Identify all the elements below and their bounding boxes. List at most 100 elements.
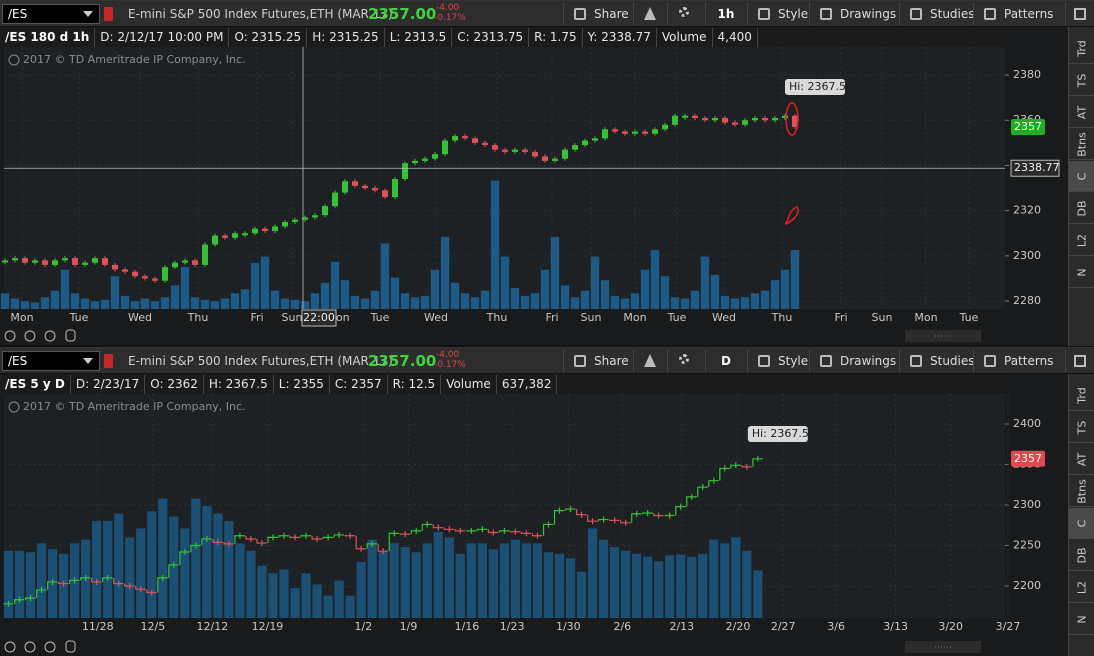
candle: [692, 115, 698, 118]
volume-bar: [400, 293, 410, 309]
price-marker-box: [1011, 119, 1045, 136]
layout-button[interactable]: [1065, 350, 1094, 372]
patterns-button[interactable]: Patterns: [973, 350, 1063, 372]
candle: [622, 131, 628, 134]
interval-button[interactable]: 1h: [705, 3, 745, 25]
share-button[interactable]: Share: [563, 3, 631, 25]
volume-bar: [554, 553, 565, 618]
candle: [532, 151, 538, 157]
volume-bar: [753, 570, 763, 618]
side-tab[interactable]: DB: [1069, 193, 1094, 224]
x-tick-label: 12/12: [197, 620, 229, 633]
price-step: [201, 536, 212, 546]
volume-bar: [120, 295, 130, 309]
volume-bar: [235, 543, 245, 618]
side-tab[interactable]: DB: [1069, 540, 1094, 571]
price-step: [58, 580, 69, 587]
side-tab[interactable]: N: [1069, 257, 1094, 288]
style-button[interactable]: Style: [747, 3, 808, 25]
layout-button[interactable]: [1065, 3, 1094, 25]
drawings-button[interactable]: Drawings: [809, 3, 897, 25]
side-tab[interactable]: L2: [1069, 572, 1094, 603]
flask-button[interactable]: [633, 3, 665, 25]
side-tab[interactable]: TS: [1069, 65, 1094, 96]
volume-bar: [40, 297, 50, 309]
side-tab[interactable]: Btns: [1069, 476, 1094, 507]
candle: [112, 264, 118, 270]
candle: [182, 260, 188, 263]
volume-bar: [710, 274, 720, 309]
button-label: Drawings: [840, 354, 897, 368]
button-icon: [574, 355, 586, 367]
price-step: [410, 527, 422, 535]
volume-bar: [301, 573, 311, 618]
candle: [102, 258, 108, 265]
side-tab[interactable]: Btns: [1069, 129, 1094, 160]
price-step: [443, 526, 455, 533]
side-tab[interactable]: Trd: [1069, 33, 1094, 64]
candle: [242, 233, 248, 236]
symbol-description: E-mini S&P 500 Index Futures,ETH (MAR 17…: [128, 7, 393, 21]
scrollbar: [905, 641, 981, 653]
settings-button[interactable]: [667, 3, 703, 25]
patterns-button[interactable]: Patterns: [973, 3, 1063, 25]
button-label: Style: [778, 354, 809, 368]
price-step: [69, 577, 80, 584]
symbol-input[interactable]: /ES: [2, 351, 100, 371]
volume-bar: [698, 553, 708, 618]
x-tick-label: 1/30: [556, 620, 581, 633]
side-tab[interactable]: Trd: [1069, 380, 1094, 411]
side-tab[interactable]: L2: [1069, 225, 1094, 256]
button-label: Studies: [930, 354, 975, 368]
candle: [512, 149, 518, 152]
chart-panel: /ES E-mini S&P 500 Index Futures,ETH (MAR…: [0, 0, 1094, 346]
side-tab[interactable]: C: [1069, 508, 1094, 539]
x-tick-label: Tue: [69, 311, 89, 324]
chart: 2200225023002350240011/2812/512/1212/191…: [3, 394, 1068, 653]
candle: [92, 258, 98, 263]
symbol-text: /ES: [8, 7, 28, 21]
volume-bar: [140, 298, 150, 309]
candle: [782, 115, 788, 118]
share-button[interactable]: Share: [563, 350, 631, 372]
volume-bar: [444, 537, 454, 618]
studies-button[interactable]: Studies: [899, 350, 975, 372]
price-step: [377, 543, 389, 555]
interval-button[interactable]: D: [705, 350, 745, 372]
y-tick-label: 2300: [1013, 498, 1041, 511]
info-field: O: 2315.25: [229, 28, 308, 47]
price-step: [13, 596, 25, 604]
side-tab[interactable]: TS: [1069, 412, 1094, 443]
style-button[interactable]: Style: [747, 350, 809, 372]
volume-bar: [370, 290, 380, 309]
side-tab[interactable]: AT: [1069, 97, 1094, 128]
volume-bar: [90, 301, 100, 309]
hand-icon: [65, 640, 76, 653]
x-tick-label: 1/16: [455, 620, 480, 633]
settings-button[interactable]: [667, 350, 703, 372]
button-label: Share: [594, 354, 629, 368]
studies-button[interactable]: Studies: [899, 3, 975, 25]
side-tab[interactable]: C: [1069, 161, 1094, 192]
flask-button[interactable]: [633, 350, 665, 372]
button-label: Share: [594, 7, 629, 21]
side-tab[interactable]: N: [1069, 604, 1094, 635]
candle: [392, 179, 398, 198]
candle: [432, 154, 438, 159]
volume-bar: [643, 556, 653, 618]
volume-bar: [620, 298, 630, 309]
price-step: [432, 524, 444, 531]
price-step: [47, 578, 58, 591]
price-step: [190, 542, 201, 552]
volume-bar: [300, 301, 310, 309]
drawings-button[interactable]: Drawings: [809, 350, 897, 372]
volume-bar: [670, 297, 680, 309]
candle: [62, 258, 68, 261]
price-step: [135, 586, 146, 593]
x-tick-label: 3/13: [883, 620, 908, 633]
info-field: 4,400: [713, 28, 758, 47]
side-tab[interactable]: AT: [1069, 444, 1094, 475]
volume-bar: [610, 295, 620, 309]
volume-bar: [440, 236, 450, 309]
symbol-input[interactable]: /ES: [2, 4, 100, 24]
